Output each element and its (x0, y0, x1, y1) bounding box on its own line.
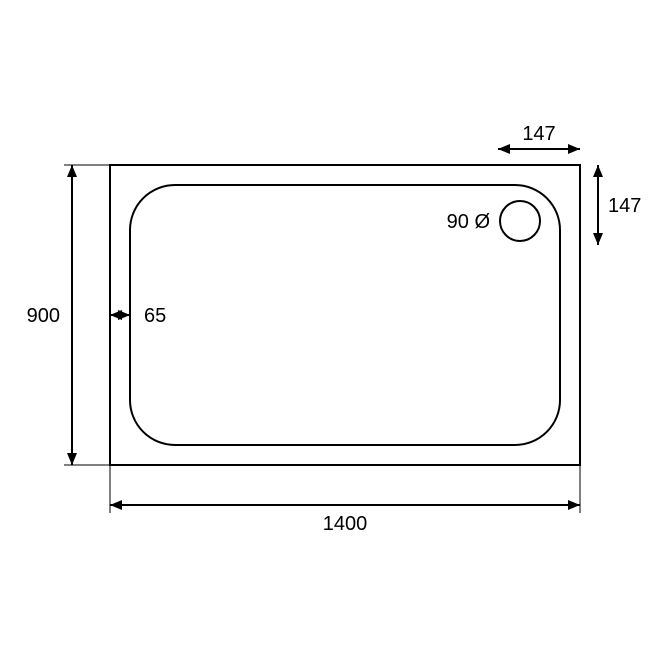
shower-tray-diagram: 1400 900 147 147 65 90 Ø (0, 0, 650, 650)
drain-hole (500, 201, 540, 241)
dim-wall-thickness-label: 65 (144, 305, 166, 327)
dim-right-offset-label: 147 (608, 195, 641, 217)
dim-width-label: 1400 (323, 513, 368, 535)
dim-drain-diameter-label: 90 Ø (447, 211, 490, 233)
tray-outer-rect (110, 165, 580, 465)
dim-height-label: 900 (27, 305, 60, 327)
dim-top-offset-label: 147 (522, 123, 555, 145)
tray-inner-rrect (130, 185, 560, 445)
